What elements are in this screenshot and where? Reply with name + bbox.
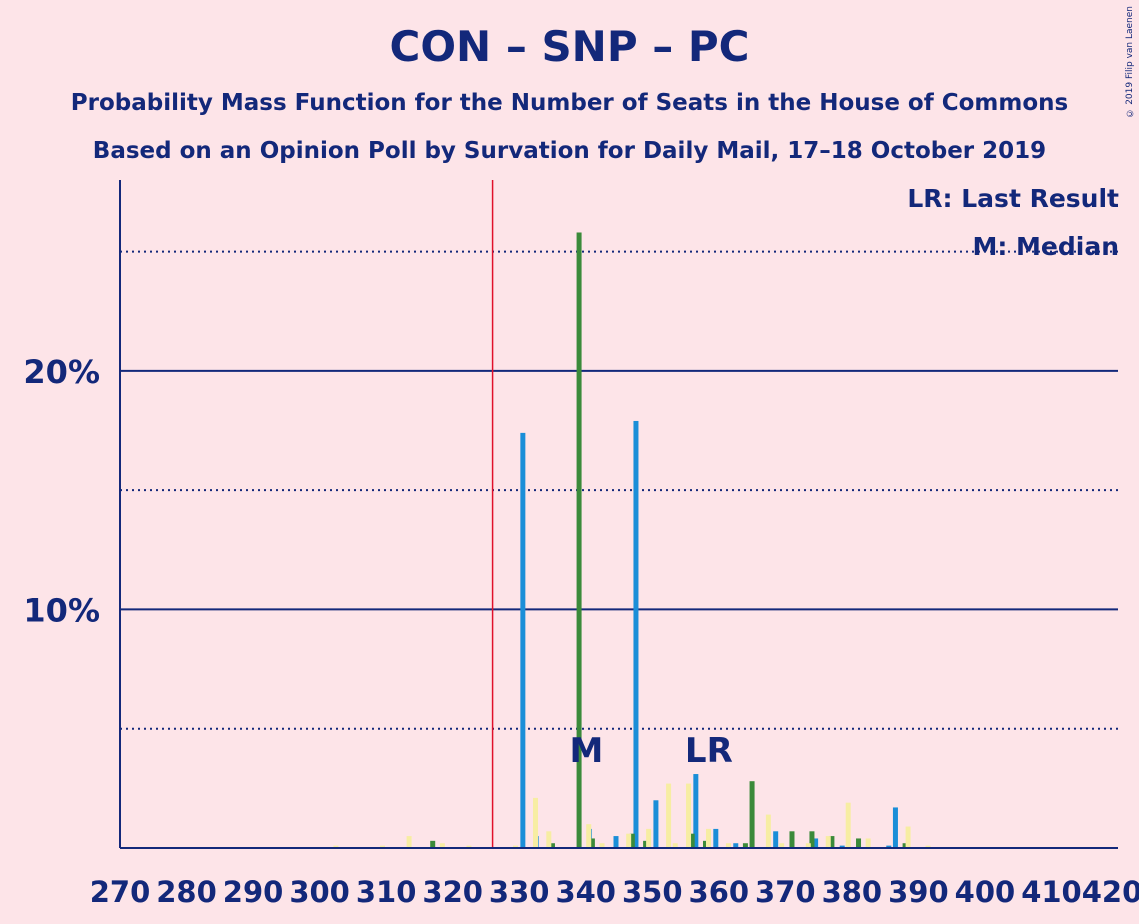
bar-yellow-334	[546, 831, 552, 848]
annotation-m: M	[570, 731, 604, 771]
chart-subtitle: Probability Mass Function for the Number…	[70, 90, 1069, 116]
x-tick-label: 380	[822, 875, 883, 909]
bar-green-349	[643, 840, 649, 848]
bar-green-371	[789, 831, 795, 848]
x-tick-label: 280	[156, 875, 217, 909]
bar-yellow-391	[925, 845, 931, 848]
bar-blue-345	[613, 836, 619, 848]
bar-yellow-361	[725, 843, 731, 848]
x-tick-label: 320	[422, 875, 483, 909]
x-tick-label: 310	[356, 875, 417, 909]
bar-blue-386	[886, 845, 892, 848]
bar-green-374	[809, 831, 815, 848]
chart-source-line: Based on an Opinion Poll by Survation fo…	[92, 138, 1047, 164]
bar-yellow-346	[626, 833, 632, 848]
legend-median: M: Median	[972, 232, 1119, 261]
bar-green-317	[430, 840, 436, 848]
bar-yellow-329	[513, 845, 519, 848]
chart-bars	[333, 232, 931, 848]
x-tick-label: 290	[223, 875, 284, 909]
bar-yellow-388	[905, 826, 911, 848]
x-tick-label: 340	[555, 875, 616, 909]
bar-green-388	[902, 843, 908, 848]
x-tick-label: 300	[289, 875, 350, 909]
bar-yellow-313	[406, 836, 412, 848]
x-tick-label: 330	[489, 875, 550, 909]
bar-yellow-352	[666, 783, 672, 848]
bar-yellow-355	[686, 783, 692, 848]
bar-blue-357	[693, 774, 699, 848]
bar-green-358	[702, 840, 708, 848]
bar-green-347	[629, 833, 635, 848]
y-tick-label: 20%	[23, 353, 100, 391]
chart-gridlines	[120, 250, 1118, 730]
x-tick-label: 390	[888, 875, 949, 909]
bar-yellow-367	[765, 814, 771, 848]
bar-yellow-332	[533, 797, 539, 848]
chart-title: CON – SNP – PC	[389, 22, 750, 71]
x-tick-label: 270	[90, 875, 151, 909]
bar-yellow-318	[439, 843, 445, 848]
bar-green-377	[829, 836, 835, 848]
annotation-lr: LR	[685, 731, 733, 771]
x-tick-label: 420	[1082, 875, 1139, 909]
bar-yellow-342	[599, 843, 605, 848]
bar-green-335	[549, 843, 555, 848]
legend-last-result: LR: Last Result	[907, 184, 1119, 213]
chart-overlay: M LR	[491, 180, 733, 848]
bar-yellow-353	[672, 843, 678, 848]
bar-blue-375	[813, 838, 819, 848]
bar-green-364	[742, 843, 748, 848]
bar-blue-351	[653, 800, 659, 848]
x-tick-label: 400	[955, 875, 1016, 909]
bar-blue-348	[633, 420, 639, 848]
bar-blue-387	[892, 807, 898, 848]
bar-blue-360	[713, 828, 719, 848]
bar-yellow-373	[805, 843, 811, 848]
bar-yellow-309	[379, 845, 385, 848]
x-tick-label: 370	[755, 875, 816, 909]
bar-green-356	[689, 833, 695, 848]
bar-yellow-340	[586, 824, 592, 848]
bar-green-381	[856, 838, 862, 848]
x-tick-label: 350	[622, 875, 683, 909]
bar-blue-331	[520, 432, 526, 848]
bar-yellow-302	[333, 845, 339, 848]
bar-green-339	[576, 232, 582, 848]
chart-axes: 10%20%270 280 290 300 310 320 330 340 350 360 370 3…	[23, 180, 1139, 909]
bar-green-341	[589, 838, 595, 848]
bar-yellow-382	[865, 838, 871, 848]
bar-yellow-376	[825, 836, 831, 848]
x-tick-label: 410	[1021, 875, 1082, 909]
bar-blue-369	[773, 831, 779, 848]
bar-blue-379	[839, 845, 845, 848]
bar-yellow-369	[779, 843, 785, 848]
x-tick-label: 360	[689, 875, 750, 909]
y-tick-label: 10%	[23, 591, 100, 629]
bar-blue-363	[733, 843, 739, 848]
bar-yellow-322	[466, 845, 472, 848]
bar-yellow-379	[845, 802, 851, 848]
bar-yellow-358	[705, 828, 711, 848]
bar-yellow-349	[646, 828, 652, 848]
bar-green-365	[749, 781, 755, 848]
